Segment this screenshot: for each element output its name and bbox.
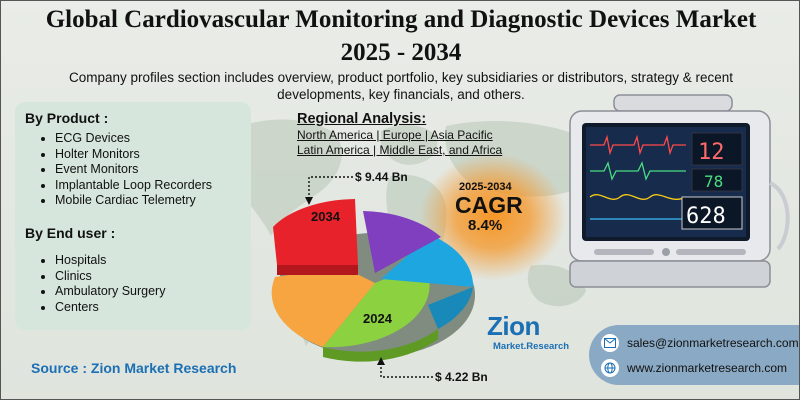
contact-panel: sales@zionmarketresearch.com www.zionmar… xyxy=(589,325,799,385)
by-end-user-heading: By End user : xyxy=(25,225,116,241)
globe-icon xyxy=(601,359,619,377)
pie-slice-blue xyxy=(381,235,474,287)
regional-line-1: North America | Europe | Asia Pacific xyxy=(297,128,493,142)
contact-website[interactable]: www.zionmarketresearch.com xyxy=(627,361,788,375)
list-item: Holter Monitors xyxy=(41,147,212,163)
cagr-years: 2025-2034 xyxy=(459,181,512,193)
title-line-2: 2025 - 2034 xyxy=(340,39,462,66)
logo-sub-text: Market.Research xyxy=(493,341,570,352)
regional-line-2: Latin America | Middle East, and Africa xyxy=(297,143,503,157)
end-user-list: Hospitals Clinics Ambulatory Surgery Cen… xyxy=(41,253,165,315)
subtitle: Company profiles section includes overvi… xyxy=(41,69,761,103)
email-icon xyxy=(601,334,619,352)
pie-slice-orange xyxy=(271,267,375,347)
title-line-1: Global Cardiovascular Monitoring and Dia… xyxy=(45,6,757,33)
leader-line-2024 xyxy=(377,357,433,378)
svg-text:628: 628 xyxy=(686,204,726,229)
list-item: Hospitals xyxy=(41,253,165,269)
cagr-value: 8.4% xyxy=(468,217,503,234)
source-credit: Source : Zion Market Research xyxy=(31,360,237,376)
pie-slice-purple xyxy=(363,211,441,273)
patient-monitor-image: 12 78 628 xyxy=(569,94,790,288)
list-item-continuation: Centers xyxy=(55,299,99,314)
pie-slice-green xyxy=(323,263,430,348)
pie-label-2034: 2034 xyxy=(311,209,341,224)
pie-slice-red xyxy=(273,199,358,265)
segments-panel: By Product : ECG Devices Holter Monitors… xyxy=(15,102,251,330)
pie-slice-blue-side xyxy=(428,287,473,329)
pie-label-2024: 2024 xyxy=(363,311,393,326)
subtitle-line-1: Company profiles section includes overvi… xyxy=(68,70,734,85)
list-item: Ambulatory Surgery xyxy=(41,284,165,300)
list-item: Implantable Loop Recorders xyxy=(41,178,212,194)
zion-logo: Zion Market.Research xyxy=(487,311,577,359)
value-2034: $ 9.44 Bn xyxy=(355,170,408,184)
list-item: Clinics xyxy=(41,269,165,285)
list-item: Mobile Cardiac Telemetry xyxy=(41,193,212,209)
product-list: ECG Devices Holter Monitors Event Monito… xyxy=(41,131,212,209)
cagr-label: CAGR xyxy=(455,192,523,218)
leader-line-2034 xyxy=(305,176,353,205)
logo-main-text: Zion xyxy=(487,311,540,341)
contact-website-row[interactable]: www.zionmarketresearch.com xyxy=(601,358,787,378)
svg-text:12: 12 xyxy=(698,140,725,165)
market-pie-chart: 2034 2024 xyxy=(271,199,475,362)
list-item: Centers xyxy=(41,300,165,316)
svg-text:78: 78 xyxy=(704,172,723,191)
pie-slice-green-side xyxy=(323,329,438,362)
value-2024: $ 4.22 Bn xyxy=(435,370,488,384)
page-title: Global Cardiovascular Monitoring and Dia… xyxy=(1,3,799,69)
pie-slice-red-side xyxy=(277,265,358,275)
subtitle-line-2: developments, key financials, and others… xyxy=(277,87,525,102)
by-product-heading: By Product : xyxy=(25,110,109,126)
contact-email[interactable]: sales@zionmarketresearch.com xyxy=(627,336,799,350)
list-item: Event Monitors xyxy=(41,162,212,178)
contact-email-row[interactable]: sales@zionmarketresearch.com xyxy=(601,333,799,353)
regional-heading: Regional Analysis: xyxy=(297,111,427,127)
list-item: ECG Devices xyxy=(41,131,212,147)
